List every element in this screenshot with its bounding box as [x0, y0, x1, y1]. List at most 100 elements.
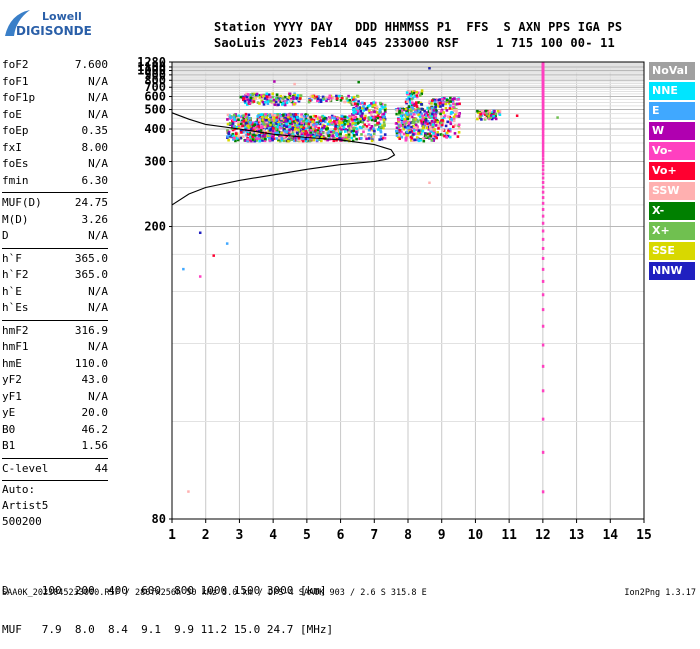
- echo-point: [243, 99, 247, 103]
- echo-point: [398, 128, 401, 132]
- interference-point: [541, 62, 545, 66]
- echo-point: [347, 135, 350, 139]
- echo-point: [350, 125, 354, 129]
- x-tick-label: 7: [370, 528, 378, 543]
- echo-point: [247, 126, 251, 129]
- echo-point: [338, 94, 341, 98]
- legend-item: NNE: [649, 82, 695, 100]
- echo-point: [298, 122, 302, 126]
- echo-point: [266, 124, 270, 128]
- echo-point: [360, 114, 363, 118]
- echo-point: [278, 120, 282, 123]
- echo-point: [236, 137, 239, 140]
- echo-point: [348, 123, 352, 126]
- echo-point: [275, 137, 279, 140]
- echo-point: [278, 125, 281, 129]
- echo-point: [317, 95, 320, 98]
- echo-point: [298, 124, 302, 127]
- echo-point: [263, 139, 267, 143]
- echo-point: [383, 103, 387, 107]
- echo-point: [300, 133, 304, 136]
- echo-point: [455, 98, 459, 101]
- echo-point: [457, 123, 461, 127]
- echo-point: [340, 121, 344, 124]
- echo-point: [231, 128, 235, 132]
- echo-point: [306, 137, 310, 140]
- echo-point: [345, 134, 348, 137]
- echo-point: [237, 123, 240, 126]
- param-label: foEp: [2, 124, 29, 137]
- echo-point: [379, 126, 383, 129]
- echo-point: [486, 116, 489, 120]
- echo-point: [236, 116, 239, 120]
- echo-point: [367, 118, 371, 121]
- echo-point: [231, 122, 235, 125]
- echo-point: [437, 98, 440, 102]
- echo-point: [429, 130, 432, 134]
- echo-point: [336, 125, 339, 129]
- echo-point: [290, 113, 294, 116]
- echo-point: [271, 92, 274, 96]
- echo-point: [432, 132, 435, 135]
- echo-point: [424, 118, 428, 122]
- echo-point: [409, 112, 412, 116]
- echo-point: [263, 125, 267, 129]
- echo-point: [379, 101, 382, 105]
- echo-point: [272, 98, 276, 102]
- echo-point: [429, 134, 432, 138]
- echo-point: [374, 108, 378, 111]
- echo-point: [367, 105, 370, 108]
- echo-point: [271, 95, 275, 99]
- echo-point: [376, 121, 379, 125]
- echo-point: [327, 96, 331, 100]
- echo-point: [498, 110, 502, 113]
- echo-point: [243, 115, 247, 119]
- echo-point: [400, 111, 404, 114]
- echo-point: [363, 116, 366, 120]
- echo-point: [252, 100, 256, 103]
- y-tick-label: 600: [144, 90, 166, 104]
- echo-point: [454, 113, 457, 116]
- echo-point: [419, 132, 423, 136]
- param-row: hmF1 N/A: [2, 340, 108, 357]
- echo-point: [328, 133, 331, 137]
- echo-point: [247, 131, 251, 135]
- echo-point: [407, 121, 411, 125]
- param-value: 8.00: [81, 140, 109, 154]
- echo-point: [257, 124, 260, 128]
- echo-point: [252, 133, 255, 137]
- file-info-footer: SAA0K_2023045233000.RSF / 280fx256h 50 k…: [2, 588, 427, 598]
- echo-point: [360, 117, 364, 121]
- auto-label: Auto:: [2, 483, 36, 496]
- echo-point: [426, 106, 429, 110]
- echo-point: [325, 132, 328, 135]
- echo-point: [412, 120, 416, 124]
- echo-point: [274, 127, 278, 131]
- echo-point: [304, 125, 308, 128]
- echo-point: [321, 95, 325, 99]
- echo-point: [262, 130, 266, 134]
- echo-point: [309, 131, 312, 134]
- echo-point: [334, 122, 337, 125]
- echo-point: [331, 96, 335, 100]
- echo-point: [368, 111, 371, 114]
- echo-point: [454, 103, 458, 106]
- param-value: 44: [94, 461, 108, 475]
- echo-point: [446, 120, 449, 124]
- param-value: N/A: [88, 389, 108, 403]
- echo-point: [271, 135, 274, 139]
- interference-point: [541, 138, 545, 142]
- echo-point: [449, 129, 452, 133]
- muf-table: D 100 200 400 600 800 1000 1500 3000 [km…: [2, 558, 333, 649]
- echo-point: [289, 113, 292, 116]
- echo-point: [296, 114, 300, 117]
- echo-point: [429, 109, 432, 113]
- echo-point: [432, 109, 436, 112]
- echo-point: [449, 122, 453, 126]
- echo-point: [246, 137, 250, 141]
- muf-distance-row: D 100 200 400 600 800 1000 1500 3000 [km…: [2, 584, 327, 597]
- echo-point: [250, 128, 253, 131]
- echo-point: [384, 110, 387, 114]
- echo-point: [315, 117, 318, 120]
- echo-point: [250, 131, 254, 134]
